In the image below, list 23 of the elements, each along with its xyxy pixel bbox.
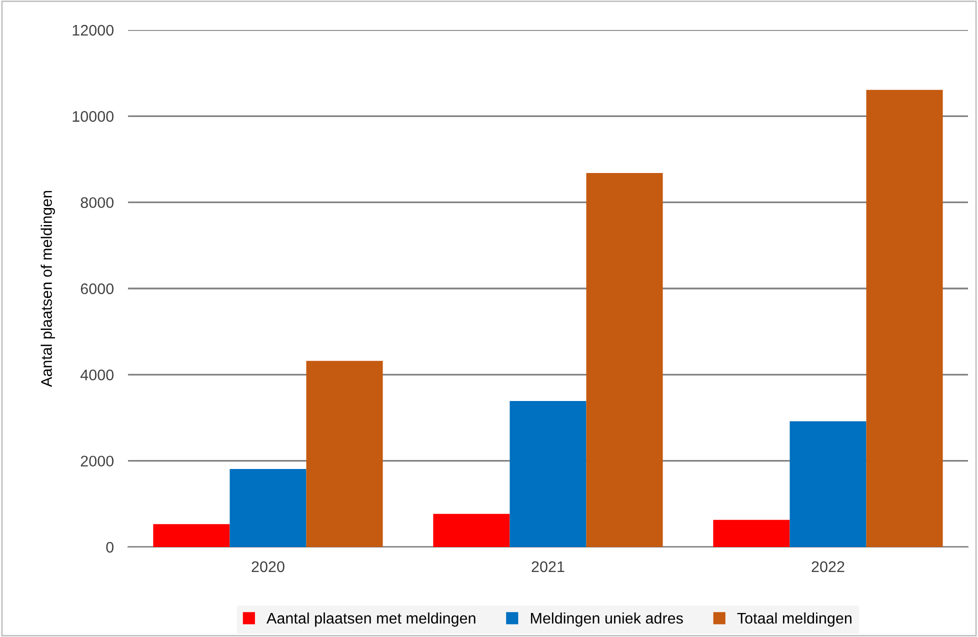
x-tick-label: 2022: [812, 561, 844, 572]
y-tick-label: 12000: [72, 24, 114, 36]
bar: [713, 520, 790, 547]
bar: [306, 360, 383, 547]
bar: [510, 400, 586, 547]
bar: [586, 173, 663, 547]
bar: [790, 421, 866, 547]
bar: [153, 524, 230, 547]
x-tick-label: 2021: [532, 561, 564, 572]
y-tick-label: 10000: [72, 111, 114, 122]
y-tick-label: 8000: [80, 197, 114, 208]
bar: [230, 469, 306, 547]
legend-label: Aantal plaatsen met meldingen: [266, 612, 476, 627]
bar: [433, 514, 510, 547]
x-tick-label: 2020: [252, 561, 284, 572]
y-tick-label: 6000: [80, 283, 114, 294]
bar: [866, 90, 943, 547]
y-tick-label: 2000: [80, 456, 114, 467]
legend-label: Totaal meldingen: [737, 612, 852, 627]
y-tick-label: 0: [106, 542, 114, 553]
y-tick-label: 4000: [80, 370, 114, 380]
legend-label: Meldingen uniek adres: [530, 612, 683, 627]
y-axis-title: Aantal plaatsen of meldingen: [40, 190, 55, 387]
